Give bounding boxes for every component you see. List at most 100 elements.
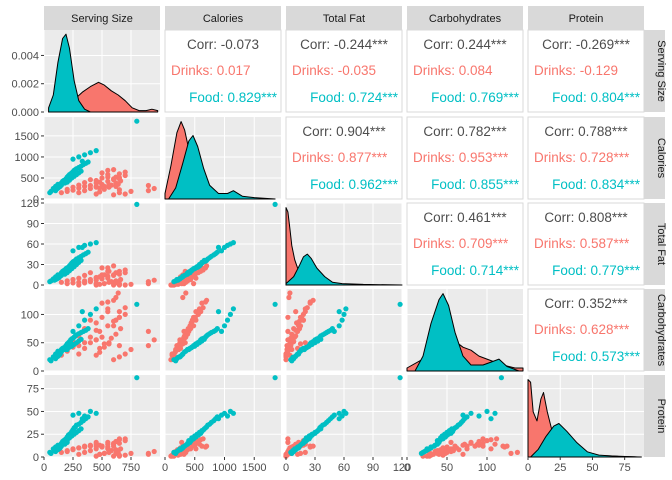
- scatter-point-drinks: [289, 346, 295, 353]
- scatter-point-food: [218, 248, 225, 254]
- strip-right-total-fat: [643, 203, 665, 285]
- x-tick-label: 100: [478, 462, 496, 474]
- scatter-point-drinks: [179, 281, 185, 287]
- scatter-point-food: [218, 328, 225, 334]
- scatter-point-food: [331, 412, 337, 418]
- scatter-point-drinks: [87, 448, 93, 454]
- scatter-point-drinks: [151, 448, 157, 455]
- y-tick-label: 100: [21, 309, 39, 321]
- x-tick-label: 0: [162, 462, 168, 474]
- scatter-point-food: [484, 408, 490, 414]
- scatter-point-drinks: [122, 172, 128, 179]
- scatter-point-drinks: [82, 278, 88, 284]
- strip-right-label-carbohydrates: Carbohydrates: [655, 294, 667, 367]
- strip-right-serving-size: [643, 30, 665, 112]
- scatter-point-food: [187, 270, 193, 276]
- scatter-point-drinks: [122, 311, 128, 317]
- scatter-point-food: [215, 244, 222, 250]
- scatter-point-drinks: [508, 450, 514, 456]
- scatter-point-drinks: [426, 453, 432, 459]
- scatter-point-drinks: [480, 443, 486, 449]
- strip-top-total-fat: [286, 6, 402, 30]
- scatter-point-drinks: [111, 318, 117, 324]
- scatter-point-drinks: [286, 294, 292, 301]
- scatter-point-drinks: [182, 449, 188, 455]
- strip-top-carbohydrates: [407, 6, 523, 30]
- scatter-point-food: [397, 301, 403, 307]
- scatter-point-drinks: [204, 263, 210, 269]
- scatter-point-drinks: [118, 326, 124, 332]
- scatter-point-drinks: [145, 188, 151, 194]
- scatter-point-food: [424, 447, 430, 453]
- scatter-point-food: [272, 201, 278, 207]
- scatter-point-food: [230, 306, 236, 312]
- scatter-point-drinks: [76, 275, 82, 281]
- scatter-point-food: [201, 336, 207, 342]
- scatter-point-drinks: [105, 174, 111, 180]
- scatter-point-drinks: [116, 271, 122, 277]
- scatter-point-drinks: [76, 451, 82, 457]
- scatter-point-food: [230, 410, 236, 416]
- scatter-point-drinks: [115, 290, 121, 296]
- corr-food: Food: 0.573***: [552, 349, 641, 364]
- corr-overall: Corr: -0.244***: [300, 37, 389, 52]
- scatter-point-food: [201, 426, 207, 432]
- corr-panel: [527, 29, 645, 113]
- scatter-point-drinks: [87, 442, 93, 448]
- scatter-point-drinks: [111, 263, 117, 269]
- scatter-point-drinks: [111, 443, 117, 449]
- scatter-point-drinks: [145, 281, 151, 287]
- scatter-point-drinks: [191, 314, 197, 320]
- corr-overall: Corr: 0.244***: [423, 37, 507, 52]
- corr-drinks: Drinks: 0.084: [413, 63, 493, 78]
- scatter-point-drinks: [93, 320, 99, 326]
- scatter-point-drinks: [97, 349, 103, 355]
- x-tick-label: 90: [367, 462, 379, 474]
- scatter-point-drinks: [196, 306, 203, 312]
- y-tick-label: 50: [27, 338, 39, 350]
- scatter-point-drinks: [82, 449, 88, 455]
- scatter-point-food: [64, 439, 70, 445]
- scatter-point-food: [54, 447, 60, 453]
- scatter-point-drinks: [101, 450, 107, 456]
- scatter-point-drinks: [472, 443, 478, 449]
- corr-food: Food: 0.829***: [189, 90, 278, 105]
- scatter-point-drinks: [99, 170, 105, 176]
- corr-drinks: Drinks: 0.017: [171, 63, 251, 78]
- scatter-point-drinks: [488, 437, 494, 443]
- scatter-point-drinks: [99, 334, 105, 340]
- x-tick-label: 0: [525, 462, 531, 474]
- scatter-point-drinks: [87, 182, 93, 189]
- y-tick-label: 0.000: [11, 107, 39, 119]
- scatter-point-drinks: [476, 442, 482, 448]
- scatter-point-food: [272, 301, 278, 307]
- scatter-point-drinks: [82, 183, 88, 189]
- scatter-point-drinks: [76, 279, 82, 285]
- scatter-point-food: [300, 439, 306, 445]
- scatter-point-drinks: [145, 343, 151, 349]
- scatter-point-food: [87, 408, 93, 414]
- scatter-point-food: [292, 354, 298, 360]
- scatter-point-food: [134, 201, 140, 207]
- corr-drinks: Drinks: 0.953***: [413, 150, 509, 165]
- scatter-point-food: [79, 158, 85, 164]
- scatter-point-drinks: [113, 331, 119, 337]
- scatter-point-drinks: [76, 351, 82, 357]
- scatter-point-drinks: [115, 449, 121, 455]
- strip-label-calories: Calories: [203, 13, 244, 25]
- scatter-point-drinks: [180, 294, 186, 301]
- scatter-point-drinks: [179, 439, 185, 445]
- strip-label-protein: Protein: [569, 13, 604, 25]
- scatter-point-drinks: [151, 337, 157, 343]
- scatter-point-food: [336, 309, 342, 315]
- corr-drinks: Drinks: -0.035: [292, 63, 376, 78]
- scatter-point-drinks: [116, 354, 122, 360]
- scatter-point-drinks: [291, 339, 297, 345]
- scatter-point-drinks: [113, 294, 119, 301]
- scatter-point-food: [436, 439, 442, 445]
- density-protein-food: [530, 423, 642, 458]
- scatter-point-drinks: [99, 314, 105, 320]
- scatter-point-drinks: [93, 327, 99, 333]
- scatter-point-drinks: [97, 189, 103, 195]
- scatter-point-drinks: [492, 441, 498, 447]
